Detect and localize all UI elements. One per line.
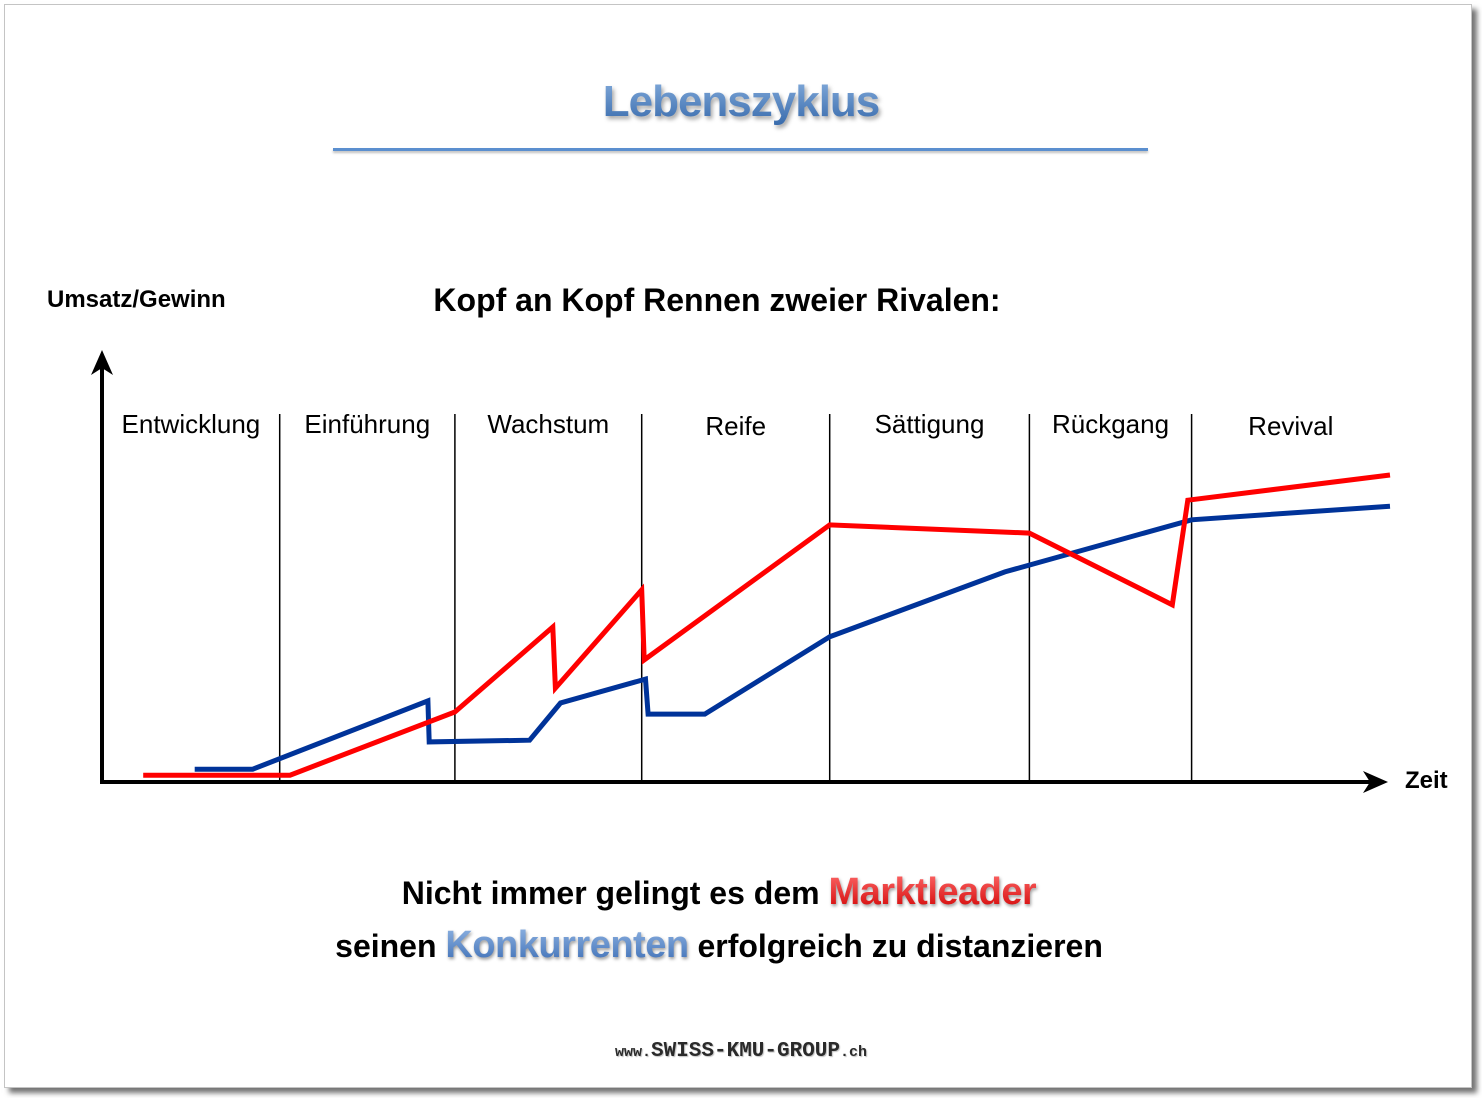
footer-url: www.SWISS-KMU-GROUP.ch: [0, 1040, 1482, 1065]
page-title: Lebenszyklus: [0, 72, 1482, 132]
caption-highlight-konkurrenten: Konkurrenten: [445, 924, 689, 966]
chart-title: Kopf an Kopf Rennen zweier Rivalen:: [433, 282, 1001, 318]
caption-highlight-marktleader: Marktleader: [828, 871, 1037, 913]
caption-line-2: seinen Konkurrenten erfolgreich zu dista…: [0, 924, 1438, 967]
footer-url-suffix: .ch: [840, 1044, 868, 1061]
footer-url-name: SWISS-KMU-GROUP: [650, 1040, 841, 1063]
y-axis-label: Umsatz/Gewinn: [47, 286, 226, 313]
caption-text: erfolgreich zu distanzieren: [688, 928, 1103, 964]
caption-text: seinen: [335, 928, 446, 964]
x-axis-label: Zeit: [1405, 767, 1448, 794]
footer-url-prefix: www.: [614, 1044, 651, 1061]
page-title-text: Lebenszyklus: [603, 72, 881, 132]
caption-line-1: Nicht immer gelingt es dem Marktleader: [0, 871, 1438, 914]
title-underline: [333, 148, 1148, 151]
caption-text: Nicht immer gelingt es dem: [401, 875, 829, 911]
